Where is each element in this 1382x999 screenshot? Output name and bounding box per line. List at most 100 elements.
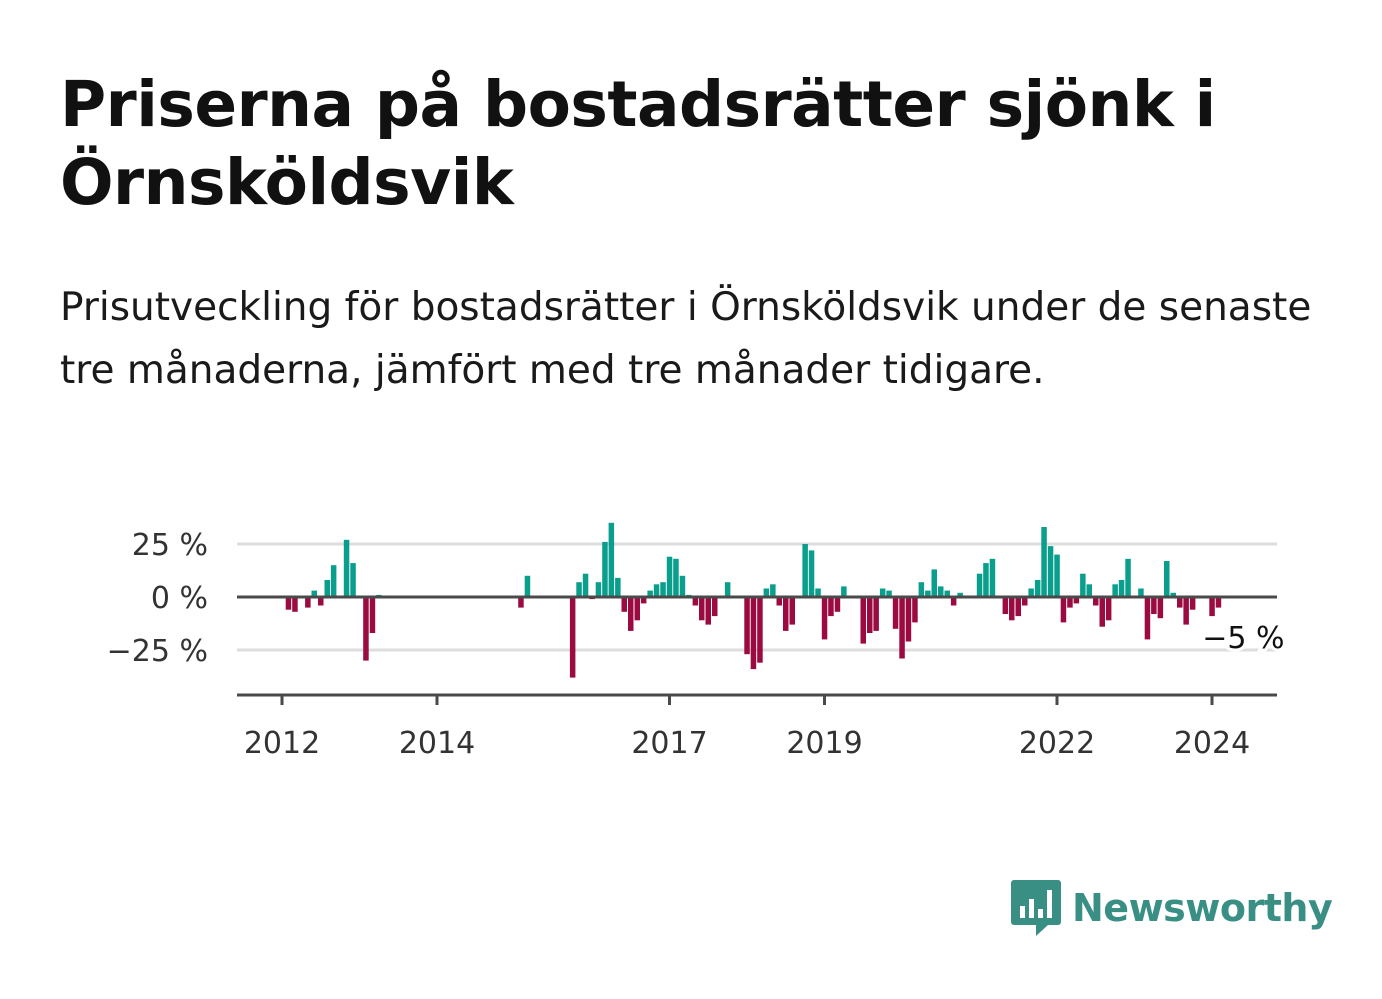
bar (1183, 597, 1189, 625)
bar (1125, 558, 1131, 597)
bar (879, 588, 886, 597)
bar (705, 597, 711, 625)
bar (602, 541, 608, 597)
bar (1164, 561, 1170, 597)
bar (1086, 584, 1092, 597)
bar (918, 582, 925, 597)
bar (324, 580, 330, 597)
bar (692, 597, 699, 606)
grid-lines (237, 542, 1277, 652)
bar (860, 597, 866, 644)
bar (1073, 597, 1080, 604)
bar (783, 597, 789, 631)
bar (1144, 597, 1151, 640)
bar (582, 573, 589, 597)
bar (944, 590, 950, 597)
bar (912, 597, 918, 623)
bar (1177, 597, 1183, 608)
bar (369, 597, 376, 633)
bar-chart: 25 % 0 % −25 % 2012 2014 2017 2019 2022 2024 −5… (107, 522, 1288, 761)
brand-name: Newsworthy (1072, 886, 1333, 930)
bar (757, 597, 763, 663)
bar (576, 582, 582, 597)
chart-subtitle: Prisutveckling för bostadsrätter i Örnsk… (60, 285, 1312, 393)
chart-bubble-icon (1011, 880, 1061, 936)
bar (1041, 527, 1047, 597)
bar (305, 597, 311, 608)
newsworthy-logo: Newsworthy (1010, 878, 1333, 938)
bar (1099, 597, 1105, 627)
bar (925, 590, 931, 597)
annotations: −5 % (1199, 618, 1287, 659)
bar (1105, 597, 1112, 621)
y-tick-label: 0 % (151, 581, 208, 616)
bar (828, 597, 834, 617)
bar (1157, 597, 1164, 619)
x-tick-label: 2024 (1174, 726, 1250, 761)
bar (841, 586, 847, 597)
y-tick-label: 25 % (132, 528, 208, 563)
x-tick-label: 2019 (786, 726, 862, 761)
bar (621, 597, 627, 612)
bar (608, 522, 615, 597)
x-tick-label: 2012 (244, 726, 320, 761)
bar (867, 597, 873, 633)
bar (1189, 597, 1196, 610)
x-tick-label: 2014 (399, 726, 475, 761)
bar (1112, 584, 1118, 597)
x-tick-label: 2022 (1019, 726, 1095, 761)
bar (873, 597, 879, 631)
bar (1093, 597, 1099, 606)
bar (615, 577, 621, 597)
bar (808, 550, 815, 597)
bar (330, 565, 337, 597)
bar (653, 584, 660, 597)
bar (634, 597, 640, 621)
bar (834, 597, 841, 612)
bar (1067, 597, 1073, 608)
bar (292, 597, 298, 612)
bar (1118, 580, 1125, 597)
bar (628, 597, 634, 631)
bar (1009, 597, 1015, 621)
bar (957, 592, 963, 597)
bar (569, 597, 576, 678)
bar (1047, 546, 1054, 597)
bar (595, 582, 602, 597)
bar (647, 590, 653, 597)
bar (1080, 573, 1086, 597)
y-axis-ticks: 25 % 0 % −25 % (107, 528, 208, 669)
bar (1170, 592, 1176, 597)
bar (950, 597, 957, 606)
bar (673, 558, 679, 597)
bar (1054, 554, 1060, 597)
bar (1015, 597, 1021, 617)
bar (1028, 588, 1034, 597)
bar (976, 573, 983, 597)
bar (1215, 597, 1222, 608)
bar (989, 558, 996, 597)
bar (518, 597, 524, 608)
bar (744, 597, 750, 655)
bar (802, 544, 808, 597)
bar (931, 569, 937, 597)
bar (886, 590, 892, 597)
bar (1002, 597, 1009, 614)
bar (285, 597, 292, 610)
bar (350, 563, 356, 597)
bar (660, 582, 666, 597)
bars (285, 522, 1222, 678)
bar (1022, 597, 1028, 606)
bar (311, 590, 317, 597)
bar (892, 597, 899, 629)
bar (524, 575, 531, 597)
bar (776, 597, 782, 606)
bar (699, 597, 705, 621)
bar (750, 597, 757, 670)
x-tick-label: 2017 (631, 726, 707, 761)
y-tick-label: −25 % (107, 634, 208, 669)
bar (938, 586, 944, 597)
bar (318, 597, 324, 606)
bar (983, 563, 989, 597)
x-axis-ticks: 2012 2014 2017 2019 2022 2024 (244, 695, 1250, 761)
